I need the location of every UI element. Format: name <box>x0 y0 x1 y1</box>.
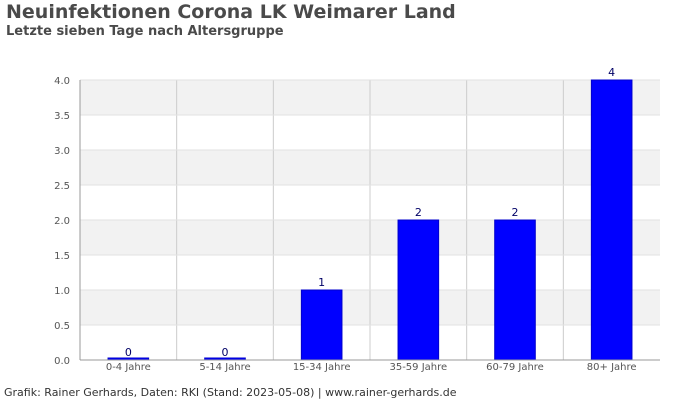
bar <box>397 219 440 361</box>
y-tick-label: 2.5 <box>54 181 70 192</box>
bar <box>300 289 343 361</box>
y-tick-label: 0.5 <box>54 321 70 332</box>
bar <box>590 79 633 361</box>
bars <box>107 79 633 361</box>
x-tick-label: 60-79 Jahre <box>486 362 544 373</box>
data-label: 0 <box>222 346 229 359</box>
x-tick-label: 35-59 Jahre <box>389 362 447 373</box>
x-tick-label: 15-34 Jahre <box>293 362 351 373</box>
data-label: 0 <box>125 346 132 359</box>
y-tick-label: 1.0 <box>54 286 70 297</box>
data-label: 2 <box>512 206 519 219</box>
chart-title: Neuinfektionen Corona LK Weimarer Land <box>6 1 456 23</box>
y-tick-label: 1.5 <box>54 251 70 262</box>
x-tick-label: 0-4 Jahre <box>106 362 151 373</box>
y-tick-label: 0.0 <box>54 356 70 367</box>
chart-subtitle: Letzte sieben Tage nach Altersgruppe <box>6 24 284 39</box>
x-tick-label: 5-14 Jahre <box>199 362 250 373</box>
x-tick-label: 80+ Jahre <box>587 362 637 373</box>
data-labels: 0 0 1 2 2 4 <box>125 66 615 359</box>
data-label: 1 <box>318 276 325 289</box>
y-tick-label: 2.0 <box>54 216 70 227</box>
y-tick-label: 4.0 <box>54 76 70 87</box>
data-label: 2 <box>415 206 422 219</box>
footer-credit: Grafik: Rainer Gerhards, Daten: RKI (Sta… <box>4 386 457 399</box>
x-tick-labels: 0-4 Jahre 5-14 Jahre 15-34 Jahre 35-59 Jahr… <box>106 362 637 373</box>
y-tick-label: 3.5 <box>54 111 70 122</box>
horizontal-gridlines <box>80 79 660 361</box>
data-label: 4 <box>608 66 615 79</box>
bar <box>494 219 536 361</box>
axes <box>79 80 660 361</box>
y-tick-labels: 0.0 0.5 1.0 1.5 2.0 2.5 3.0 3.5 4.0 <box>54 76 70 367</box>
y-tick-label: 3.0 <box>54 146 70 157</box>
